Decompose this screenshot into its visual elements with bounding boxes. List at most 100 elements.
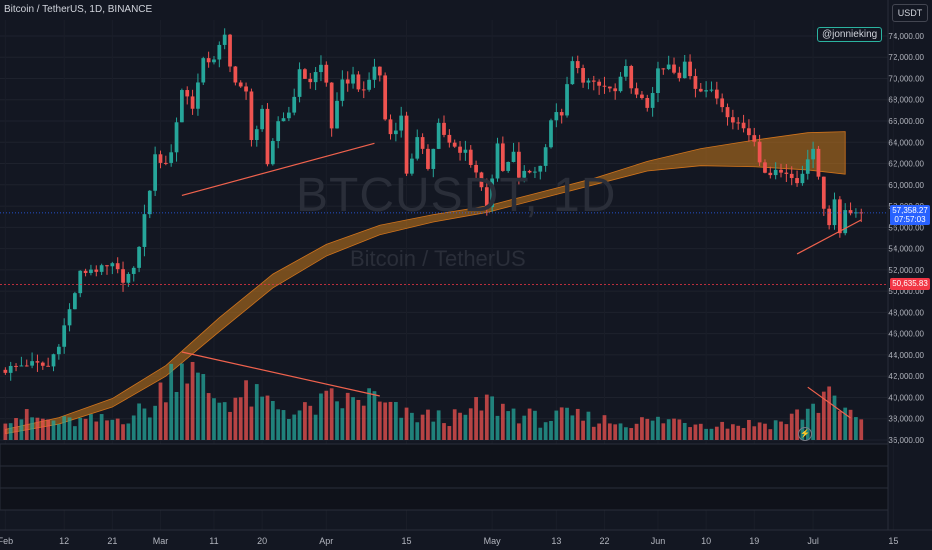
candle	[517, 151, 521, 178]
candle	[779, 169, 783, 173]
candle	[62, 325, 67, 347]
candle	[388, 119, 393, 135]
volume-bar	[859, 419, 864, 440]
volume-bar	[730, 424, 735, 440]
candle	[180, 90, 184, 123]
candle	[613, 88, 618, 92]
candle	[650, 93, 655, 108]
volume-bar	[201, 374, 206, 440]
candle	[115, 263, 120, 270]
candle	[559, 112, 564, 116]
x-tick-label: 13	[551, 536, 561, 546]
symbol-title: Bitcoin / TetherUS, 1D, BINANCE	[4, 4, 153, 15]
volume-bar	[645, 418, 650, 440]
candle	[618, 76, 623, 92]
candle	[51, 354, 56, 367]
volume-bar	[35, 417, 40, 440]
volume-bar	[597, 423, 602, 440]
volume-bar	[244, 380, 248, 440]
volume-bar	[784, 424, 789, 440]
candle	[196, 82, 200, 109]
candle	[811, 148, 815, 160]
candle	[549, 120, 553, 148]
trendline	[807, 386, 851, 419]
volume-bar	[126, 423, 131, 440]
x-tick-label: 15	[888, 536, 898, 546]
volume-bar	[586, 411, 591, 440]
candle	[94, 269, 99, 272]
volume-bar	[286, 418, 291, 440]
candle	[554, 112, 559, 121]
volume-bar	[821, 391, 826, 440]
candle	[142, 214, 147, 247]
candle	[201, 58, 206, 83]
volume-bar	[490, 396, 495, 440]
candle	[308, 78, 313, 83]
volume-bar	[500, 403, 505, 440]
candle	[329, 82, 334, 129]
candle	[67, 309, 72, 326]
volume-bar	[410, 412, 414, 440]
candle	[303, 69, 307, 79]
candle	[324, 64, 329, 83]
volume-bar	[254, 384, 259, 440]
volume-bar	[393, 402, 398, 440]
candle	[704, 90, 708, 92]
candle	[827, 208, 832, 226]
volume-bar	[163, 402, 168, 440]
candle	[607, 86, 612, 89]
volume-bar	[581, 420, 585, 440]
volume-bar	[559, 407, 564, 440]
volume-bar	[270, 400, 275, 440]
candle	[367, 79, 371, 90]
currency-button[interactable]: USDT	[892, 4, 928, 22]
volume-bar	[377, 401, 382, 440]
lightning-icon[interactable]: ⚡	[798, 427, 812, 441]
candle	[682, 61, 687, 79]
volume-bar	[693, 424, 698, 440]
volume-bar	[73, 426, 77, 440]
candle	[233, 66, 238, 83]
candle	[773, 169, 778, 176]
candle	[757, 141, 762, 163]
volume-bar	[137, 403, 141, 440]
volume-bar	[297, 410, 302, 440]
volume-bar	[613, 424, 618, 440]
volume-bar	[335, 401, 339, 440]
candle	[747, 128, 751, 136]
candle	[468, 149, 473, 165]
volume-bar	[666, 419, 671, 440]
volume-bar	[56, 424, 61, 440]
x-tick-label: Jul	[807, 536, 819, 546]
volume-bar	[832, 395, 837, 440]
volume-bar	[276, 409, 281, 440]
volume-bar	[479, 410, 484, 440]
candle	[565, 84, 569, 116]
candle	[137, 246, 141, 268]
candle	[511, 151, 516, 162]
candle	[832, 199, 837, 226]
last-price-value: 57,358.27	[892, 205, 928, 215]
candle	[228, 34, 232, 67]
volume-bar	[420, 414, 425, 440]
candle	[591, 80, 596, 82]
volume-bar	[110, 419, 115, 440]
volume-bar	[292, 414, 297, 440]
x-tick-label: 20	[257, 536, 267, 546]
candle	[661, 68, 666, 70]
x-tick-label: 12	[59, 536, 69, 546]
candle	[768, 172, 773, 176]
candle	[581, 68, 585, 83]
x-tick-label: Feb	[0, 536, 13, 546]
candle	[361, 89, 366, 91]
candle	[543, 147, 548, 166]
volume-bar	[591, 426, 596, 440]
candle	[319, 64, 323, 73]
candle	[260, 108, 264, 130]
volume-bar	[30, 417, 34, 440]
candle	[500, 143, 505, 171]
volume-bar	[704, 428, 708, 440]
volume-bar	[773, 420, 778, 440]
candle	[693, 76, 698, 89]
